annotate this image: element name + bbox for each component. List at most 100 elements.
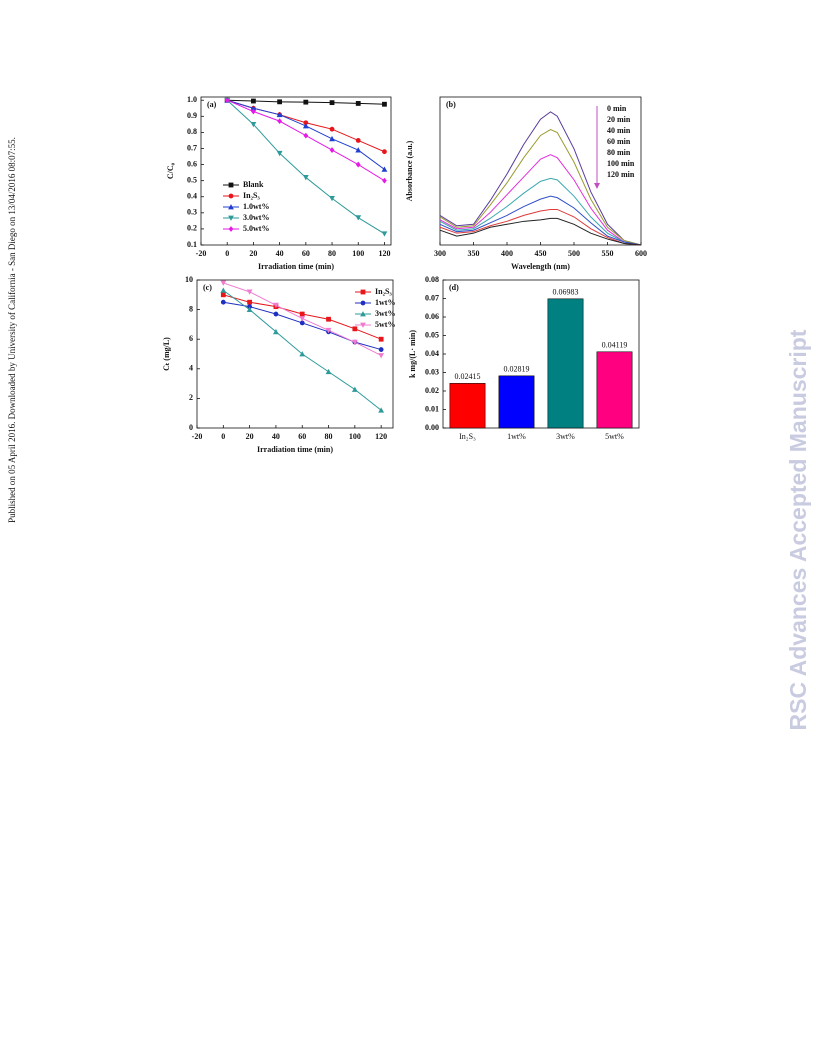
legend-marker (360, 322, 366, 328)
data-point (273, 311, 279, 317)
series-line (223, 301, 382, 351)
data-point (247, 304, 253, 310)
data-point (378, 353, 385, 359)
legend-label: 20 min (607, 115, 631, 124)
data-point (355, 138, 361, 143)
y-tick-label: 0.07 (425, 293, 439, 302)
y-axis-label: C/C₀ (166, 162, 175, 179)
series-line (439, 111, 642, 246)
bar (498, 375, 535, 429)
sidebar: Published on 05 April 2016. Downloaded b… (7, 137, 17, 523)
legend-label: 5wt% (375, 320, 395, 329)
data-point (277, 99, 283, 105)
data-point (355, 101, 361, 106)
data-point (355, 147, 362, 153)
data-point (378, 407, 385, 413)
data-point (382, 149, 387, 155)
data-point (224, 97, 230, 104)
data-point (303, 120, 309, 126)
x-tick-label: 20 (246, 432, 254, 441)
y-tick-label: 0.9 (187, 111, 197, 120)
y-tick-label: 0.6 (187, 159, 197, 168)
data-point (378, 347, 384, 352)
data-point (299, 351, 306, 357)
legend-marker (360, 300, 366, 306)
series-line (439, 195, 642, 246)
x-tick-label: 60 (298, 432, 306, 441)
x-tick-label: 60 (302, 249, 310, 258)
y-tick-label: 10 (185, 275, 193, 284)
data-point (250, 105, 257, 111)
x-axis-label: Irradiation time (min) (257, 445, 333, 454)
data-point (351, 386, 358, 392)
panel-label: (a) (207, 100, 217, 109)
y-tick-label: 0.04 (425, 349, 439, 358)
y-tick-label: 0.05 (425, 330, 439, 339)
data-point (220, 299, 226, 305)
y-tick-label: 0.08 (425, 275, 439, 284)
legend-label: Blank (243, 180, 264, 189)
bar (596, 351, 633, 429)
x-tick-label: 350 (468, 249, 480, 258)
series-line (439, 177, 642, 246)
y-axis-label: k mg/(L· min) (408, 330, 417, 378)
series-line (439, 128, 642, 246)
y-tick-label: 2 (189, 393, 193, 402)
x-tick-label: 40 (272, 432, 280, 441)
x-tick-label: 80 (325, 432, 333, 441)
y-axis-label: Cₜ (mg/L) (162, 337, 171, 371)
data-point (251, 98, 256, 104)
y-tick-label: 0.02 (425, 386, 439, 395)
x-tick-label: 0 (221, 432, 225, 441)
data-point (276, 111, 283, 118)
data-point (250, 121, 257, 128)
y-tick-label: 8 (189, 304, 193, 313)
data-point (329, 126, 335, 132)
legend-marker (228, 193, 234, 199)
data-point (246, 306, 253, 312)
bar-value-label: 0.02819 (504, 365, 530, 374)
y-tick-label: 4 (189, 364, 193, 373)
legend-marker (360, 289, 366, 295)
x-axis-label: Wavelength (nm) (511, 262, 570, 271)
x-tick-label: 80 (328, 249, 336, 258)
legend-label: 1.0wt% (243, 202, 269, 211)
legend-label: 100 min (607, 159, 635, 168)
data-point (247, 299, 253, 305)
x-tick-label: 0 (225, 249, 229, 258)
y-tick-label: 1.0 (187, 95, 197, 104)
series-line (223, 289, 382, 411)
y-tick-label: 0.7 (187, 143, 197, 152)
data-point (299, 320, 305, 326)
legend-marker (228, 226, 234, 232)
data-point (329, 100, 335, 106)
x-tick-label: 600 (635, 249, 647, 258)
bar-value-label: 0.02415 (455, 372, 481, 381)
data-point (299, 316, 306, 322)
legend-marker (228, 215, 234, 221)
y-tick-label: 0.4 (187, 192, 197, 201)
data-point (329, 147, 335, 153)
y-axis-label: Absorbance (a.u.) (405, 140, 414, 201)
data-point (355, 215, 362, 221)
panel-label: (d) (449, 283, 459, 292)
data-point (246, 289, 253, 295)
legend-label: 120 min (607, 170, 635, 179)
legend-label: 0 min (607, 104, 627, 113)
legend-label: 3wt% (375, 309, 395, 318)
bar (547, 298, 584, 429)
y-tick-label: 0.5 (187, 175, 197, 184)
y-tick-label: 0.03 (425, 367, 439, 376)
data-point (325, 368, 332, 375)
data-point (381, 231, 388, 237)
data-point (303, 132, 309, 139)
data-point (355, 161, 361, 168)
x-tick-label: 40 (276, 249, 284, 258)
data-point (220, 292, 226, 298)
bar (449, 383, 486, 429)
legend-label: 80 min (607, 148, 631, 157)
data-point (378, 336, 384, 342)
data-point (382, 177, 387, 184)
